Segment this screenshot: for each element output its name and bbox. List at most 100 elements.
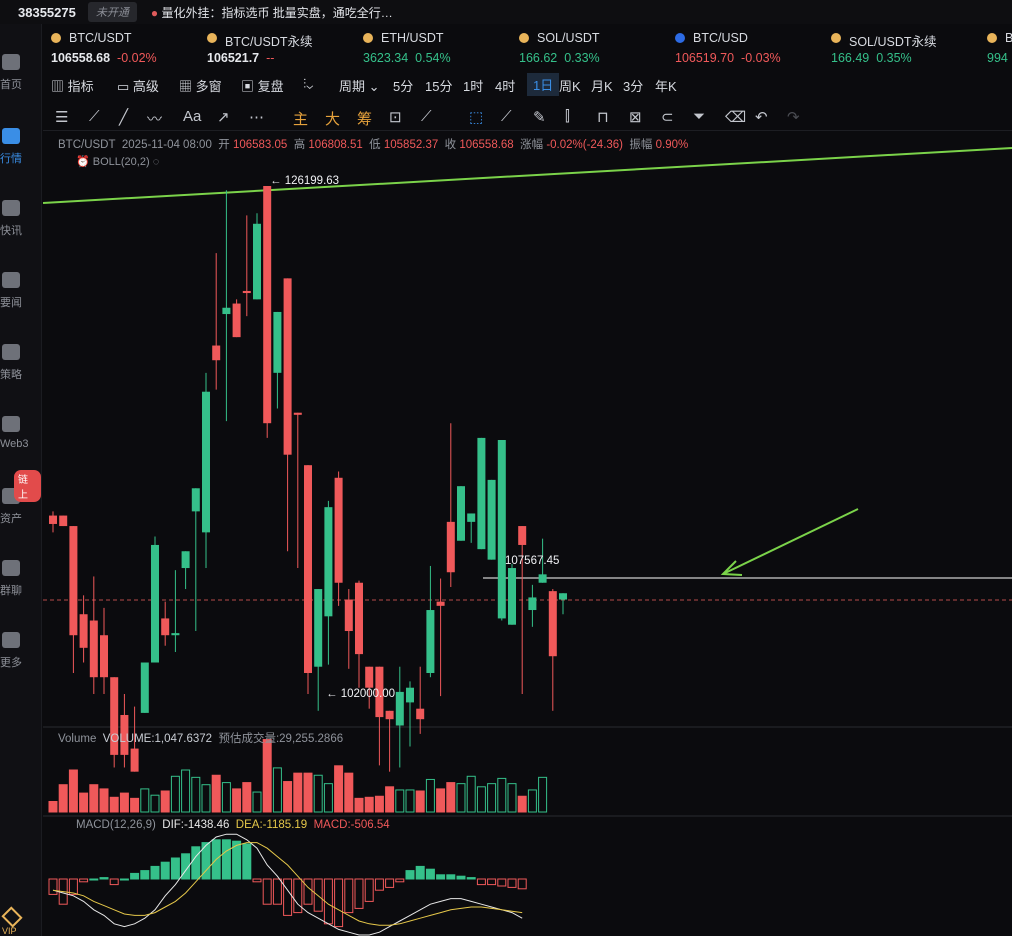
- volume-bar: [119, 792, 129, 813]
- delete-icon[interactable]: ⌫: [725, 109, 747, 126]
- info-date: 2025-11-04 08:00: [121, 139, 212, 151]
- interval-option[interactable]: 年K: [655, 79, 677, 94]
- wave-icon[interactable]: 〰: [147, 111, 163, 128]
- cursor-icon[interactable]: ⬚: [469, 109, 484, 126]
- macd-histogram-bar: [487, 878, 497, 886]
- macd-histogram-bar: [385, 878, 395, 888]
- sidebar-item[interactable]: 要闻: [0, 272, 42, 312]
- interval-option[interactable]: 4时: [495, 79, 516, 94]
- interval-option[interactable]: 周K: [559, 79, 581, 94]
- edit-icon[interactable]: ⊠: [629, 109, 642, 126]
- high-annotation: ← 126199.63: [270, 175, 340, 187]
- period-dropdown[interactable]: 周期 ⌄: [339, 79, 380, 94]
- interval-option[interactable]: 月K: [591, 79, 613, 94]
- main-button[interactable]: 主: [293, 111, 309, 128]
- macd-histogram-bar: [436, 874, 446, 880]
- candle-body: [140, 662, 149, 713]
- tab-symbol: ETH/USDT: [381, 31, 444, 45]
- candle-body: [79, 614, 88, 648]
- volume-bar: [466, 775, 476, 813]
- headline-icon: [2, 272, 20, 288]
- symbol-tab[interactable]: SOL/USDT 166.62 0.33%: [519, 27, 669, 71]
- brush-icon[interactable]: ✎: [533, 109, 546, 126]
- macd-histogram-bar: [374, 878, 384, 891]
- dif-value: DIF:-1438.46: [162, 819, 230, 831]
- tab-symbol: B: [1005, 31, 1012, 45]
- interval-option[interactable]: 1时: [463, 79, 484, 94]
- coin-icon: [207, 33, 217, 43]
- status-badge[interactable]: 未开通: [87, 2, 137, 22]
- low-value-label: 102000.00: [340, 688, 396, 700]
- main-chart[interactable]: [43, 134, 1012, 936]
- amplitude-label: 振幅: [629, 139, 653, 151]
- text-icon[interactable]: Aa: [183, 108, 202, 125]
- magnet-icon[interactable]: ⊂: [661, 109, 674, 126]
- candle-body: [436, 601, 445, 606]
- trendline-icon[interactable]: ╱: [119, 109, 129, 126]
- candle-body: [559, 593, 567, 600]
- candle-body: [283, 278, 292, 455]
- tab-symbol: SOL/USDT永续: [849, 35, 937, 49]
- menu-icon[interactable]: ☰: [55, 109, 69, 126]
- sidebar-item[interactable]: 快讯: [0, 200, 42, 240]
- volume-bar: [170, 775, 180, 813]
- volume-bar: [364, 796, 374, 813]
- macd-histogram-bar: [181, 853, 191, 880]
- undo-icon[interactable]: ↶: [755, 109, 768, 126]
- chips-button[interactable]: 筹: [357, 111, 373, 128]
- ruler-icon[interactable]: ⟋: [501, 108, 512, 125]
- symbol-tab[interactable]: BTC/USD 106519.70 -0.03%: [675, 27, 825, 71]
- interval-option[interactable]: 5分: [393, 79, 414, 94]
- sidebar-item[interactable]: 首页: [0, 54, 42, 94]
- interval-option[interactable]: 15分: [425, 79, 453, 94]
- measure-icon[interactable]: ⟋: [421, 108, 432, 125]
- candle-icon[interactable]: ⫿: [565, 108, 570, 125]
- macd-histogram-bar: [109, 878, 119, 886]
- sidebar-item[interactable]: Web3: [0, 416, 42, 456]
- sidebar-item[interactable]: 群聊: [0, 560, 42, 600]
- candle-body: [100, 635, 108, 678]
- robot-icon: [2, 344, 20, 360]
- symbol-tab[interactable]: BTC/USDT 106558.68 -0.02%: [51, 27, 201, 71]
- macd-title: MACD(12,26,9): [76, 819, 156, 831]
- interval-option[interactable]: 3分: [623, 79, 644, 94]
- vip-icon[interactable]: [1, 906, 23, 928]
- more-icon[interactable]: ⋯: [249, 109, 264, 126]
- replay-button[interactable]: ▣ 复盘: [241, 79, 284, 94]
- eye-icon[interactable]: ◌: [152, 156, 160, 168]
- macd-histogram-bar: [425, 868, 435, 880]
- redo-icon[interactable]: ↷: [787, 109, 800, 126]
- volume-bar: [221, 782, 231, 813]
- change-value: -0.02%(-24.36): [546, 139, 624, 151]
- arrow-icon[interactable]: ↗: [217, 109, 230, 126]
- candle-body: [273, 311, 282, 373]
- symbol-tab[interactable]: ETH/USDT 3623.34 0.54%: [363, 27, 513, 71]
- advanced-button[interactable]: ▭ 高级: [117, 79, 159, 94]
- news-ticker[interactable]: ● 量化外挂：指标选币 批量实盘，通吃全行…: [151, 4, 393, 21]
- macd-histogram-bar: [252, 878, 262, 883]
- lines-icon[interactable]: ⟋: [89, 108, 100, 125]
- home-icon: [2, 54, 20, 70]
- sidebar-item[interactable]: 策略: [0, 344, 42, 384]
- calc-icon[interactable]: ⊡: [389, 109, 402, 126]
- symbol-tab[interactable]: B 994: [987, 27, 1012, 71]
- macd-info: MACD(12,26,9) DIF:-1438.46 DEA:-1185.19 …: [76, 819, 390, 831]
- volume-bar: [262, 739, 272, 813]
- sidebar-item[interactable]: 更多: [0, 632, 42, 672]
- high-value-label: 126199.63: [284, 175, 340, 187]
- symbol-tab[interactable]: BTC/USDT永续 106521.7 --: [207, 27, 357, 71]
- news-dot-icon: ●: [150, 5, 162, 20]
- symbol-tab[interactable]: SOL/USDT永续 166.49 0.35%: [831, 27, 981, 71]
- macd-histogram-bar: [293, 878, 303, 914]
- advanced-label: 高级: [132, 79, 159, 94]
- chart-type-icon[interactable]: ⫶⌄: [303, 76, 314, 91]
- sidebar-item[interactable]: 行情: [0, 128, 42, 168]
- filter-icon[interactable]: ⏷: [693, 108, 706, 125]
- multi-window-button[interactable]: ▦ 多窗: [179, 79, 222, 94]
- volume-bar: [374, 795, 384, 813]
- interval-option[interactable]: 1日: [527, 73, 560, 96]
- lock-icon[interactable]: ⊓: [597, 109, 609, 126]
- indicator-button[interactable]: ▥ 指标: [51, 79, 94, 94]
- big-button[interactable]: 大: [325, 111, 341, 128]
- boll-indicator[interactable]: ⏰ BOLL(20,2) ◌: [76, 156, 160, 168]
